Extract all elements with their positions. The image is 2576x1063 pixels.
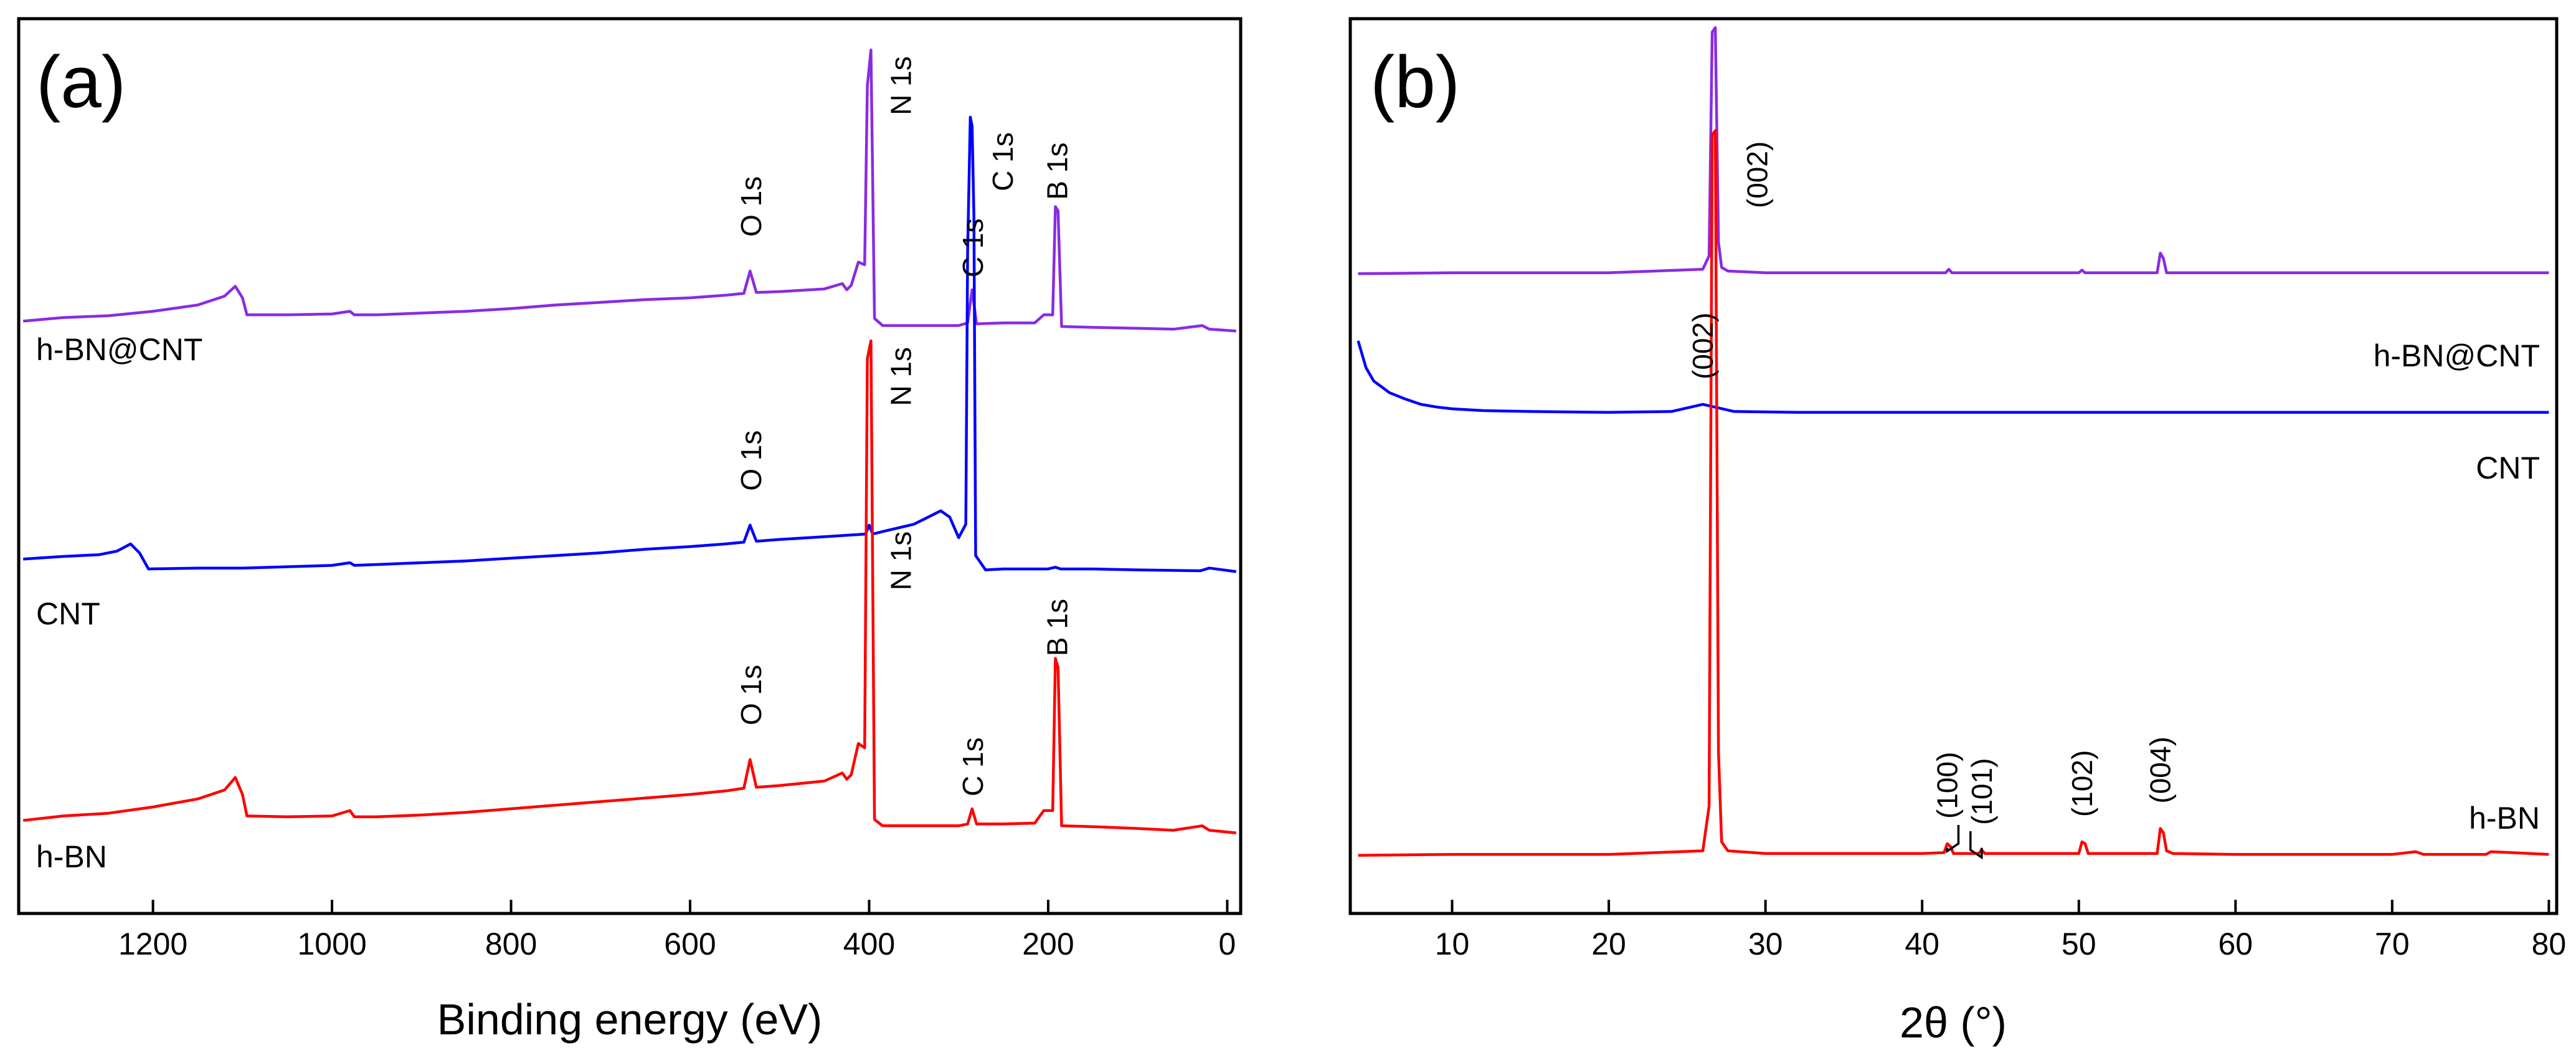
peak-label: C 1s (957, 219, 989, 278)
panel-a: (a) 1200 1000 800 600 400 200 0 O 1s N 1s C 1s B … (17, 17, 1243, 1044)
panel-a-frame (17, 17, 1243, 915)
x-tick-label: 30 (1748, 927, 1783, 961)
series-label: h-BN@CNT (2374, 338, 2540, 373)
peak-leader-line (1946, 824, 1960, 854)
series-line-h-bn-cnt (22, 49, 1236, 333)
panel-b-x-ticks: 10 20 30 40 50 60 70 80 (1435, 900, 2567, 961)
peak-label: (004) (2144, 736, 2177, 803)
panel-b-label: (b) (1370, 41, 1460, 123)
panel-a-label: (a) (36, 41, 126, 123)
panel-a-peak-labels: O 1s N 1s C 1s B 1s O 1s N 1s C 1s O 1s N 1s C 1s… (735, 56, 1074, 796)
x-tick-label: 70 (2375, 927, 2410, 961)
peak-label-group: N 1s (884, 532, 917, 591)
panel-b-traces (1357, 26, 2549, 857)
peak-label-group: O 1s (735, 176, 767, 237)
series-line-h-bn-cnt (1358, 26, 2549, 275)
peak-label: O 1s (735, 431, 767, 491)
series-label: h-BN (2469, 801, 2540, 836)
x-tick-label: 80 (2532, 927, 2567, 961)
x-tick-label: 60 (2218, 927, 2253, 961)
peak-label-group: N 1s (884, 56, 917, 115)
series-line-h-bn (22, 339, 1237, 835)
peak-label-group: (002) (1687, 313, 1719, 379)
x-tick-label: 600 (664, 927, 716, 961)
x-tick-label: 200 (1022, 927, 1074, 961)
x-tick-label: 800 (485, 927, 537, 961)
panel-a-x-ticks: 1200 1000 800 600 400 200 0 (118, 900, 1236, 961)
peak-label: B 1s (1041, 599, 1073, 656)
peak-label: C 1s (957, 737, 989, 796)
peak-label: (002) (1687, 313, 1719, 379)
panel-b: (b) 10 20 30 40 50 60 70 80 (002) (002) (100) (101… (1348, 17, 2567, 1047)
series-label: h-BN@CNT (36, 332, 202, 367)
x-tick-label: 40 (1905, 927, 1939, 961)
panel-b-frame (1348, 17, 2559, 915)
series-line-cnt (23, 115, 1237, 573)
series-label: h-BN (36, 839, 107, 874)
series-line-h-bn (1358, 129, 2549, 857)
peak-label: C 1s (987, 132, 1019, 191)
peak-label-group: B 1s (1041, 599, 1073, 656)
peak-label-group: O 1s (735, 665, 767, 725)
peak-label-group: C 1s (957, 737, 989, 796)
panel-b-x-axis-title: 2θ (°) (1900, 998, 2007, 1047)
peak-label-group: (102) (2066, 750, 2098, 817)
panel-b-peak-labels: (002) (002) (100) (101) (102) (004) (1687, 141, 2177, 860)
panel-a-traces (22, 49, 1237, 835)
peak-label-group: C 1s (987, 132, 1019, 191)
series-label: CNT (2476, 450, 2540, 485)
peak-leader-line (1969, 831, 1983, 860)
x-tick-label: 400 (843, 927, 895, 961)
series-line-cnt (1357, 340, 2549, 414)
panel-b-series-labels: h-BN@CNT CNT h-BN (2374, 338, 2540, 836)
x-tick-label: 50 (2062, 927, 2096, 961)
peak-label-group: (002) (1741, 141, 1774, 208)
panel-a-x-axis-title: Binding energy (eV) (437, 995, 823, 1044)
peak-label: (002) (1741, 141, 1774, 208)
x-tick-label: 1200 (118, 927, 187, 961)
peak-label-group: O 1s (735, 431, 767, 491)
x-tick-label: 20 (1591, 927, 1626, 961)
peak-label-group: C 1s (957, 219, 989, 278)
peak-label-group: B 1s (1041, 143, 1073, 200)
series-label: CNT (36, 596, 100, 631)
x-tick-label: 1000 (297, 927, 366, 961)
panel-a-series-labels: h-BN@CNT CNT h-BN (36, 332, 202, 874)
peak-label-group: (100) (1931, 752, 1963, 819)
peak-label: (101) (1966, 758, 1998, 825)
peak-label-group: (004) (2144, 736, 2177, 803)
peak-label: O 1s (735, 665, 767, 725)
x-tick-label: 0 (1219, 927, 1236, 961)
peak-label: O 1s (735, 176, 767, 237)
peak-label: N 1s (884, 532, 917, 591)
peak-label: N 1s (884, 56, 917, 115)
peak-label: N 1s (884, 347, 917, 406)
peak-label: B 1s (1041, 143, 1073, 200)
peak-label: (100) (1931, 752, 1963, 819)
peak-label-group: N 1s (884, 347, 917, 406)
peak-label-group: (101) (1966, 758, 1998, 825)
x-tick-label: 10 (1435, 927, 1470, 961)
peak-label: (102) (2066, 750, 2098, 817)
